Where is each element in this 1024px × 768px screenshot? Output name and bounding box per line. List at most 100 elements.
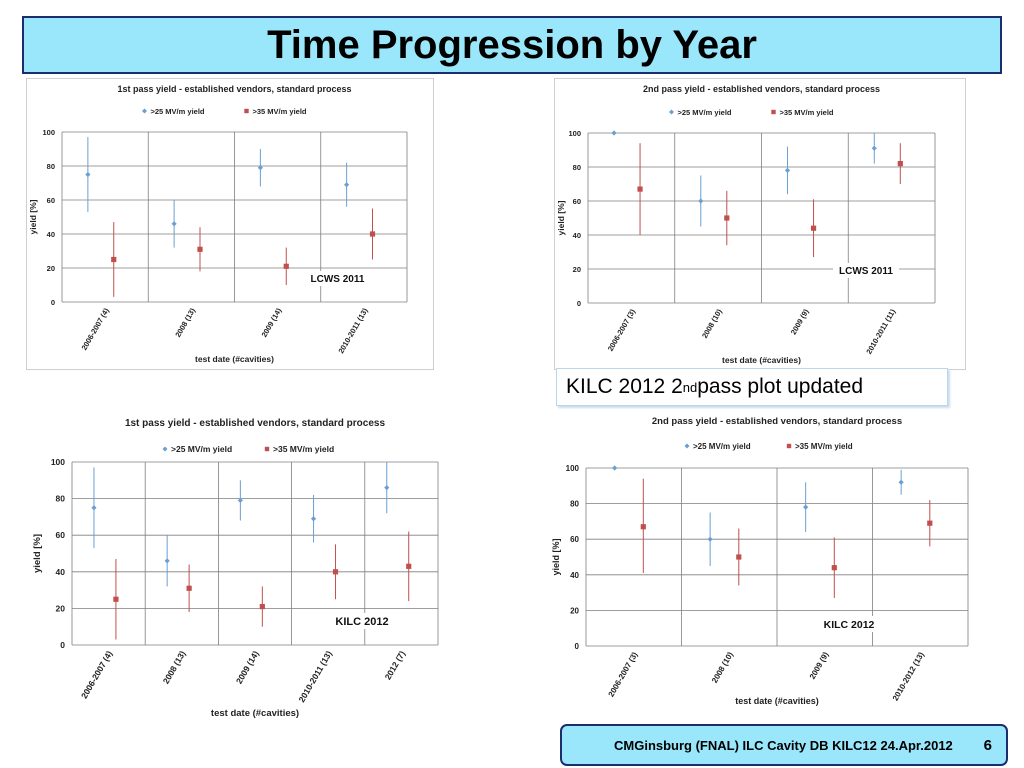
data-point-35: [259, 603, 265, 610]
y-axis-label: yield [%]: [32, 534, 43, 573]
x-tick-label: 2012 (7): [383, 649, 408, 682]
data-point-25: [171, 221, 177, 227]
legend-marker-35: [264, 446, 270, 452]
annotation-box: [814, 616, 884, 632]
annotation-label: LCWS 2011: [839, 266, 893, 277]
y-tick-label: 80: [573, 163, 581, 172]
x-tick-label: 2008 (10): [700, 307, 724, 340]
chart-2-svg: 2nd pass yield - established vendors, st…: [556, 84, 936, 365]
x-tick-label: 2009 (9): [808, 650, 831, 681]
x-tick-label: 2009 (14): [234, 649, 261, 686]
legend-marker-35: [786, 443, 792, 449]
data-point-35: [724, 215, 730, 221]
chart-2nd-pass-kilc2012: 2nd pass yield - established vendors, st…: [548, 410, 972, 716]
data-point-25: [698, 198, 704, 204]
legend-label-35: >35 MV/m yield: [253, 107, 307, 116]
chart-title: 2nd pass yield - established vendors, st…: [643, 84, 880, 94]
annotation-label: LCWS 2011: [311, 274, 365, 285]
data-point-35: [186, 585, 192, 591]
y-tick-label: 40: [47, 230, 55, 239]
x-tick-label: 2010-2011 (11): [864, 307, 897, 356]
y-tick-label: 100: [42, 128, 55, 137]
y-axis-label: yield [%]: [551, 538, 561, 575]
chart-title: 1st pass yield - established vendors, st…: [117, 84, 351, 94]
x-axis-label: test date (#cavities): [735, 696, 819, 706]
data-point-35: [369, 231, 376, 237]
x-axis-label: test date (#cavities): [722, 355, 801, 365]
legend-label-25: >25 MV/m yield: [171, 444, 232, 454]
chart-1st-pass-lcws2011: 1st pass yield - established vendors, st…: [26, 78, 434, 370]
annotation-box: [326, 613, 398, 629]
x-tick-label: 2008 (10): [710, 650, 735, 684]
data-point-25: [803, 504, 809, 510]
chart-2nd-pass-lcws2011: 2nd pass yield - established vendors, st…: [554, 78, 966, 370]
annotation-box: [305, 271, 370, 286]
x-tick-label: 2006-2007 (3): [607, 650, 640, 698]
y-tick-label: 0: [575, 642, 580, 651]
chart-1-svg: 1st pass yield - established vendors, st…: [28, 84, 408, 364]
data-point-25: [91, 505, 97, 511]
annotation-label: KILC 2012: [335, 616, 388, 628]
data-point-35: [810, 225, 817, 231]
legend-marker-35: [244, 108, 249, 114]
y-tick-label: 60: [47, 196, 55, 205]
legend-label-25: >25 MV/m yield: [151, 107, 205, 116]
chart-title: 1st pass yield - established vendors, st…: [125, 418, 386, 429]
legend-marker-25: [142, 108, 147, 114]
chart-4-svg: 2nd pass yield - established vendors, st…: [551, 416, 969, 706]
legend-marker-25: [162, 446, 168, 452]
data-point-35: [897, 161, 903, 167]
x-tick-label: 2008 (13): [161, 649, 188, 686]
y-tick-label: 100: [568, 129, 581, 138]
legend-label-25: >25 MV/m yield: [678, 108, 732, 117]
y-tick-label: 60: [573, 197, 581, 206]
annotation-box: [833, 263, 899, 278]
data-point-25: [871, 145, 877, 151]
data-point-35: [283, 263, 289, 269]
data-point-35: [332, 569, 339, 575]
data-point-25: [257, 165, 263, 171]
legend-label-35: >35 MV/m yield: [780, 108, 834, 117]
y-tick-label: 0: [60, 640, 65, 650]
y-tick-label: 40: [570, 571, 579, 580]
note-superscript: nd: [682, 379, 698, 395]
x-tick-label: 2008 (13): [173, 306, 197, 339]
data-point-25: [237, 497, 243, 504]
data-point-35: [637, 186, 643, 192]
annotation-label: KILC 2012: [824, 619, 875, 631]
data-point-35: [831, 565, 837, 571]
legend-label-25: >25 MV/m yield: [693, 442, 751, 451]
x-tick-label: 2006-2007 (4): [80, 306, 112, 352]
title-banner: Time Progression by Year: [22, 16, 1002, 74]
data-point-35: [113, 596, 119, 602]
x-tick-label: 2010-2011 (13): [296, 649, 334, 704]
data-point-25: [384, 485, 390, 491]
y-axis-label: yield [%]: [556, 200, 566, 235]
data-point-25: [707, 536, 713, 542]
data-point-25: [310, 516, 317, 522]
data-point-25: [344, 182, 350, 188]
footer-text: CMGinsburg (FNAL) ILC Cavity DB KILC12 2…: [614, 738, 953, 753]
y-tick-label: 0: [51, 298, 55, 307]
legend-label-35: >35 MV/m yield: [273, 444, 334, 454]
data-point-25: [164, 558, 170, 564]
y-tick-label: 60: [56, 530, 66, 540]
footer-bar: CMGinsburg (FNAL) ILC Cavity DB KILC12 2…: [560, 724, 1008, 766]
data-point-35: [406, 563, 412, 569]
y-tick-label: 100: [566, 464, 580, 473]
y-tick-label: 0: [577, 299, 581, 308]
x-tick-label: 2009 (14): [260, 306, 284, 339]
data-point-25: [612, 465, 618, 471]
note-prefix: KILC 2012 2: [566, 375, 683, 398]
data-point-35: [736, 554, 742, 560]
data-point-35: [640, 524, 646, 530]
y-tick-label: 80: [47, 162, 55, 171]
x-axis-label: test date (#cavities): [211, 708, 299, 719]
y-axis-label: yield [%]: [28, 199, 38, 234]
chart-3-svg: 1st pass yield - established vendors, st…: [32, 418, 439, 719]
data-point-35: [111, 256, 117, 263]
data-point-35: [197, 246, 203, 252]
x-tick-label: 2006-2007 (3): [606, 307, 638, 353]
y-tick-label: 100: [51, 457, 65, 467]
